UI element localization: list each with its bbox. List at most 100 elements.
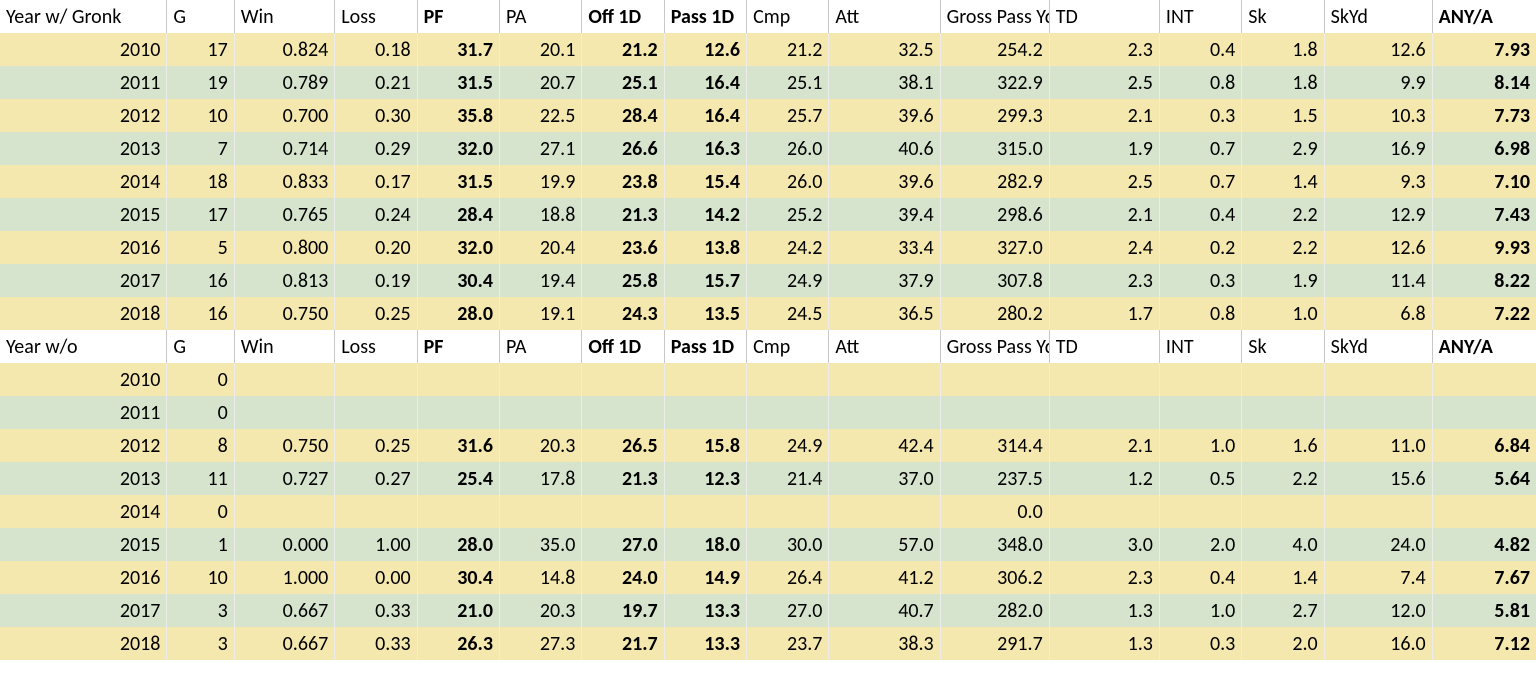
- cell-sk: 2.2: [1242, 231, 1324, 264]
- col-header-loss: Loss: [335, 0, 417, 33]
- cell-loss: 0.25: [335, 429, 417, 462]
- cell-td: 1.3: [1049, 627, 1159, 660]
- cell-int: 0.4: [1159, 561, 1241, 594]
- cell-g: 10: [167, 99, 234, 132]
- cell-int: 0.3: [1159, 99, 1241, 132]
- col-header-win: Win: [234, 0, 335, 33]
- cell-loss: 0.21: [335, 66, 417, 99]
- cell-pass1d: 12.3: [664, 462, 746, 495]
- cell-g: 0: [167, 363, 234, 396]
- cell-skyd: 24.0: [1324, 528, 1432, 561]
- cell-off1d: 24.0: [582, 561, 664, 594]
- cell-win: 0.750: [234, 297, 335, 330]
- cell-pa: 19.1: [499, 297, 581, 330]
- cell-pass1d: 16.4: [664, 99, 746, 132]
- cell-int: 0.3: [1159, 627, 1241, 660]
- cell-g: 16: [167, 297, 234, 330]
- table-row: 20110: [0, 396, 1536, 429]
- cell-anya: 6.98: [1432, 132, 1536, 165]
- cell-off1d: 28.4: [582, 99, 664, 132]
- table-row: 201830.6670.3326.327.321.713.323.738.329…: [0, 627, 1536, 660]
- table-row: 2016101.0000.0030.414.824.014.926.441.23…: [0, 561, 1536, 594]
- cell-pass1d: 12.6: [664, 33, 746, 66]
- cell-loss: 0.20: [335, 231, 417, 264]
- cell-pass1d: 13.3: [664, 627, 746, 660]
- cell-att: 40.6: [829, 132, 940, 165]
- cell-cmp: 25.7: [747, 99, 829, 132]
- cell-att: 33.4: [829, 231, 940, 264]
- cell-skyd: 9.3: [1324, 165, 1432, 198]
- cell-year: 2011: [0, 66, 167, 99]
- cell-sk: 1.5: [1242, 99, 1324, 132]
- cell-win: [234, 396, 335, 429]
- cell-pf: 31.6: [417, 429, 499, 462]
- cell-off1d: 21.7: [582, 627, 664, 660]
- cell-pass1d: 13.5: [664, 297, 746, 330]
- cell-pa: [499, 396, 581, 429]
- cell-int: 0.8: [1159, 66, 1241, 99]
- cell-pf: 31.5: [417, 165, 499, 198]
- cell-anya: 9.93: [1432, 231, 1536, 264]
- cell-win: 0.800: [234, 231, 335, 264]
- col-header-pa: PA: [499, 0, 581, 33]
- col-header-off1d: Off 1D: [582, 330, 664, 363]
- cell-g: 3: [167, 627, 234, 660]
- cell-att: 40.7: [829, 594, 940, 627]
- table-row: 20100: [0, 363, 1536, 396]
- cell-off1d: 21.3: [582, 198, 664, 231]
- cell-win: 0.833: [234, 165, 335, 198]
- cell-sk: 1.4: [1242, 561, 1324, 594]
- cell-off1d: 19.7: [582, 594, 664, 627]
- stats-table: Year w/ GronkGWinLossPFPAOff 1DPass 1DCm…: [0, 0, 1536, 660]
- cell-sk: 1.8: [1242, 66, 1324, 99]
- cell-anya: 7.10: [1432, 165, 1536, 198]
- cell-year: 2010: [0, 363, 167, 396]
- cell-int: 0.4: [1159, 198, 1241, 231]
- col-header-skyd: SkYd: [1324, 0, 1432, 33]
- col-header-cmp: Cmp: [747, 0, 829, 33]
- cell-off1d: 24.3: [582, 297, 664, 330]
- cell-gpy: [940, 396, 1049, 429]
- cell-td: 2.1: [1049, 99, 1159, 132]
- cell-loss: 0.29: [335, 132, 417, 165]
- cell-pf: [417, 495, 499, 528]
- cell-att: 39.4: [829, 198, 940, 231]
- cell-year: 2015: [0, 198, 167, 231]
- col-header-int: INT: [1159, 0, 1241, 33]
- table-row: 2010170.8240.1831.720.121.212.621.232.52…: [0, 33, 1536, 66]
- cell-anya: 8.14: [1432, 66, 1536, 99]
- col-header-anya: ANY/A: [1432, 330, 1536, 363]
- cell-td: 2.3: [1049, 33, 1159, 66]
- table-row: 201400.0: [0, 495, 1536, 528]
- cell-att: 39.6: [829, 165, 940, 198]
- cell-loss: 0.30: [335, 99, 417, 132]
- cell-gpy: [940, 363, 1049, 396]
- cell-att: 39.6: [829, 99, 940, 132]
- cell-anya: 7.73: [1432, 99, 1536, 132]
- cell-g: 16: [167, 264, 234, 297]
- table-row: 201280.7500.2531.620.326.515.824.942.431…: [0, 429, 1536, 462]
- cell-pf: 28.4: [417, 198, 499, 231]
- cell-int: 0.8: [1159, 297, 1241, 330]
- cell-off1d: 25.8: [582, 264, 664, 297]
- cell-att: 41.2: [829, 561, 940, 594]
- cell-loss: [335, 396, 417, 429]
- cell-cmp: 24.2: [747, 231, 829, 264]
- cell-pass1d: 15.7: [664, 264, 746, 297]
- cell-pa: 27.3: [499, 627, 581, 660]
- cell-pass1d: 15.8: [664, 429, 746, 462]
- cell-gpy: 291.7: [940, 627, 1049, 660]
- cell-td: 1.9: [1049, 132, 1159, 165]
- cell-sk: 1.0: [1242, 297, 1324, 330]
- cell-td: 2.4: [1049, 231, 1159, 264]
- cell-loss: 0.27: [335, 462, 417, 495]
- table-row: 201370.7140.2932.027.126.616.326.040.631…: [0, 132, 1536, 165]
- cell-sk: 2.0: [1242, 627, 1324, 660]
- cell-td: 1.3: [1049, 594, 1159, 627]
- cell-sk: 4.0: [1242, 528, 1324, 561]
- cell-skyd: 9.9: [1324, 66, 1432, 99]
- cell-pf: 31.7: [417, 33, 499, 66]
- cell-pa: 20.3: [499, 429, 581, 462]
- col-header-g: G: [167, 0, 234, 33]
- cell-skyd: [1324, 396, 1432, 429]
